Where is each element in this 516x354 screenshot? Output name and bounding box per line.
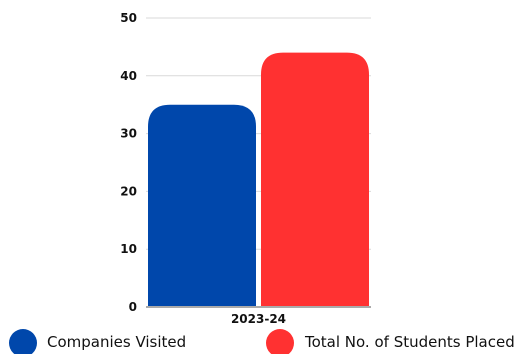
x-axis-ticks: 2023-24 (231, 312, 286, 326)
legend-swatch-companies-visited (9, 329, 37, 354)
y-tick-label: 20 (120, 184, 137, 198)
bar-total-no-of-students-placed (261, 52, 369, 307)
x-tick-label: 2023-24 (231, 312, 286, 326)
bars (148, 52, 369, 307)
y-tick-label: 0 (129, 300, 137, 314)
y-tick-label: 40 (120, 69, 137, 83)
y-axis-ticks: 0 10 20 30 40 50 (120, 11, 137, 314)
y-tick-label: 10 (120, 242, 137, 256)
legend-label-companies-visited: Companies Visited (47, 333, 186, 351)
legend: Companies Visited Total No. of Students P… (9, 329, 515, 354)
y-tick-label: 50 (120, 11, 137, 25)
legend-label-total-no-of-students-placed: Total No. of Students Placed (304, 333, 515, 351)
y-tick-label: 30 (120, 127, 137, 141)
bar-companies-visited (148, 104, 256, 306)
legend-swatch-total-no-of-students-placed (266, 329, 294, 354)
